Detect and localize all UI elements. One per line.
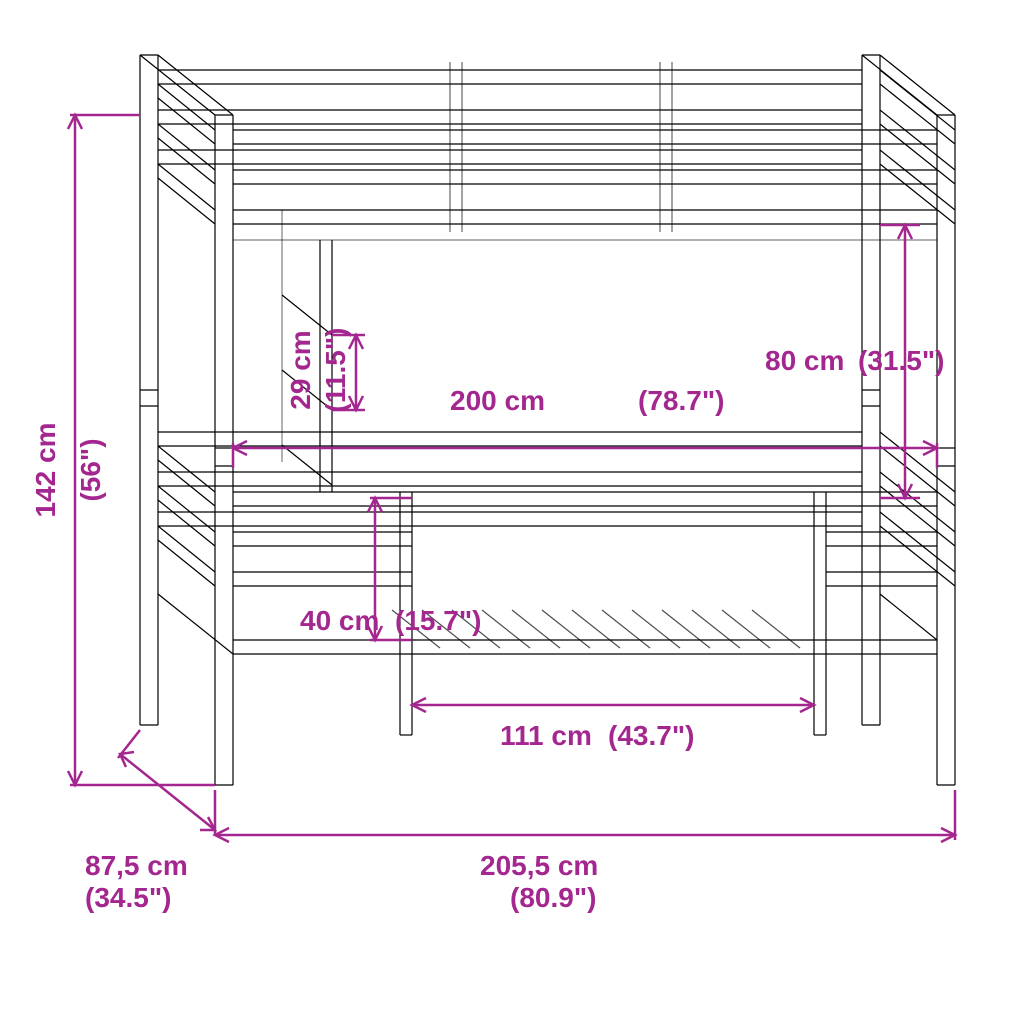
label-gap-in: (31.5") xyxy=(858,345,944,376)
label-depth-cm: 87,5 cm xyxy=(85,850,188,881)
label-depth-in: (34.5") xyxy=(85,882,171,913)
label-inner-length-in: (78.7") xyxy=(638,385,724,416)
dimension-labels: 142 cm (56") 87,5 cm (34.5") 205,5 cm (8… xyxy=(30,328,944,913)
label-opening-cm: 111 cm xyxy=(500,720,592,751)
label-total-height-cm: 142 cm xyxy=(30,423,61,518)
label-rung-in: (11.5") xyxy=(320,328,351,413)
label-inner-length-cm: 200 cm xyxy=(450,385,545,416)
label-rail-cm: 40 cm xyxy=(300,605,379,636)
label-length-in: (80.9") xyxy=(510,882,596,913)
label-total-height-in: (56") xyxy=(75,438,106,501)
bunk-bed-dimension-diagram: 142 cm (56") 87,5 cm (34.5") 205,5 cm (8… xyxy=(0,0,1024,1024)
bed-structure xyxy=(140,55,955,785)
label-opening-in: (43.7") xyxy=(608,720,694,751)
label-gap-cm: 80 cm xyxy=(765,345,844,376)
label-rung-cm: 29 cm xyxy=(285,330,316,409)
label-rail-in: (15.7") xyxy=(395,605,481,636)
label-length-cm: 205,5 cm xyxy=(480,850,598,881)
